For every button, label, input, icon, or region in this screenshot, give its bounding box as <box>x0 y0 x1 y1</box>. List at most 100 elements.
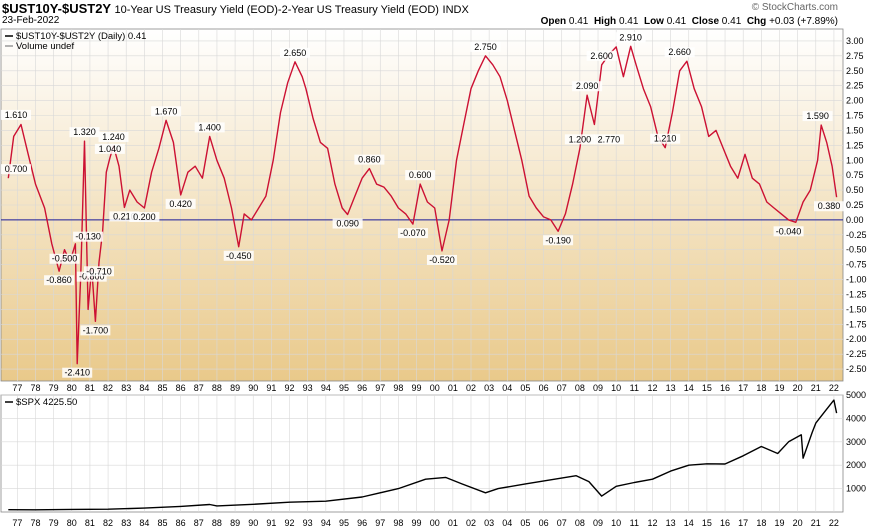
annotation-box <box>615 32 646 43</box>
x-tick-label: 83 <box>121 383 131 393</box>
x-tick-label: 99 <box>412 518 422 528</box>
y-tick-label: -1.50 <box>846 304 867 314</box>
y-tick-label: -1.25 <box>846 289 867 299</box>
annotation-label: -0.070 <box>400 228 426 238</box>
annotation-box <box>593 134 624 145</box>
symbol: $UST10Y-$UST2Y <box>2 1 111 16</box>
annotation-label: -0.040 <box>776 226 802 236</box>
x-tick-label: 14 <box>684 518 694 528</box>
annotation-box <box>62 367 93 378</box>
annotation-label: 0.700 <box>5 164 28 174</box>
x-tick-label: 08 <box>575 383 585 393</box>
x-tick-label: 88 <box>212 518 222 528</box>
low-value: 0.41 <box>666 16 687 27</box>
x-tick-label: 21 <box>811 518 821 528</box>
x-tick-label: 10 <box>611 518 621 528</box>
x-tick-label: 91 <box>266 518 276 528</box>
x-tick-label: 77 <box>12 383 22 393</box>
x-tick-label: 18 <box>756 383 766 393</box>
x-tick-label: 89 <box>230 383 240 393</box>
x-tick-label: 87 <box>194 383 204 393</box>
x-tick-label: 87 <box>194 518 204 528</box>
y-tick-label: -2.25 <box>846 349 867 359</box>
x-tick-label: 77 <box>12 518 22 528</box>
plot-area <box>0 394 844 513</box>
x-tick-label: 95 <box>339 383 349 393</box>
y-tick-label: 5000 <box>846 390 866 400</box>
annotation-label: -0.710 <box>86 266 112 276</box>
open-value: 0.41 <box>568 16 589 27</box>
x-tick-label: 22 <box>829 383 839 393</box>
annotation-label: 1.040 <box>99 144 122 154</box>
symbol-description: 10-Year US Treasury Yield (EOD)-2-Year U… <box>114 4 439 16</box>
chart-date: 23-Feb-2022 <box>2 15 60 26</box>
chg-value: +0.03 (+7.89%) <box>769 16 838 27</box>
x-tick-label: 93 <box>303 518 313 528</box>
annotation-label: -2.410 <box>64 368 90 378</box>
chart-header: $UST10Y-$UST2Y 10-Year US Treasury Yield… <box>0 0 870 28</box>
x-tick-label: 88 <box>212 383 222 393</box>
x-tick-label: 80 <box>67 383 77 393</box>
x-tick-label: 01 <box>448 383 458 393</box>
x-tick-label: 97 <box>375 383 385 393</box>
annotation-box <box>69 127 100 138</box>
annotation-box <box>279 47 310 58</box>
annotation-label: -0.520 <box>429 255 455 265</box>
y-tick-label: 1.00 <box>846 155 864 165</box>
annotation-label: 1.590 <box>806 111 829 121</box>
y-tick-label: -2.50 <box>846 364 867 374</box>
annotation-label: 2.750 <box>474 42 497 52</box>
x-tick-label: 10 <box>611 383 621 393</box>
x-tick-label: 09 <box>593 383 603 393</box>
watermark: © StockCharts.com <box>751 2 838 13</box>
annotation-label: 2.910 <box>619 32 642 42</box>
x-tick-label: 89 <box>230 518 240 528</box>
spx-panel: 77 78 79 80 81 82 83 84 85 86 87 88 89 90 91 92 93 94 95 96… <box>0 390 866 528</box>
annotation-box <box>151 106 182 117</box>
y-tick-label: 2.50 <box>846 66 864 76</box>
x-tick-label: 01 <box>448 518 458 528</box>
x-tick-label: 78 <box>30 518 40 528</box>
annotation-box <box>223 250 254 261</box>
annotation-box <box>354 154 385 165</box>
annotation-label: 2.650 <box>284 48 307 58</box>
annotation-box <box>572 81 603 92</box>
symbol-title: $UST10Y-$UST2Y 10-Year US Treasury Yield… <box>2 1 469 16</box>
annotation-label: -0.190 <box>545 235 571 245</box>
y-tick-label: 3.00 <box>846 36 864 46</box>
x-tick-label: 17 <box>738 518 748 528</box>
x-tick-label: 92 <box>285 518 295 528</box>
annotation-label: 2.600 <box>590 51 613 61</box>
y-tick-label: 1.25 <box>846 140 864 150</box>
annotation-label: 0.210 <box>113 211 136 221</box>
y-tick-label: 0.25 <box>846 200 864 210</box>
annotation-box <box>94 143 125 154</box>
x-tick-label: 11 <box>630 518 639 528</box>
y-tick-label: 4000 <box>846 413 866 423</box>
annotation-label: -1.700 <box>83 325 109 335</box>
x-tick-label: 21 <box>811 383 821 393</box>
annotation-label: 1.400 <box>198 122 221 132</box>
annotation-box <box>773 226 804 237</box>
x-tick-label: 99 <box>412 383 422 393</box>
x-tick-label: 84 <box>139 383 149 393</box>
annotation-box <box>397 228 428 239</box>
annotation-label: 0.860 <box>358 155 381 165</box>
x-tick-label: 03 <box>484 518 494 528</box>
annotation-box <box>543 235 574 246</box>
x-tick-label: 98 <box>393 518 403 528</box>
annotation-box <box>586 50 617 61</box>
x-tick-label: 06 <box>539 518 549 528</box>
x-tick-label: 19 <box>774 518 784 528</box>
y-tick-label: -2.00 <box>846 334 867 344</box>
x-tick-label: 20 <box>793 383 803 393</box>
annotation-box <box>470 41 501 52</box>
y-tick-label: 1000 <box>846 484 866 494</box>
annotation-box <box>44 275 75 286</box>
x-tick-label: 85 <box>157 518 167 528</box>
x-tick-label: 98 <box>393 383 403 393</box>
x-tick-label: 85 <box>157 383 167 393</box>
annotation-label: 0.090 <box>336 219 359 229</box>
annotation-box <box>83 266 114 277</box>
annotation-box <box>1 164 31 175</box>
